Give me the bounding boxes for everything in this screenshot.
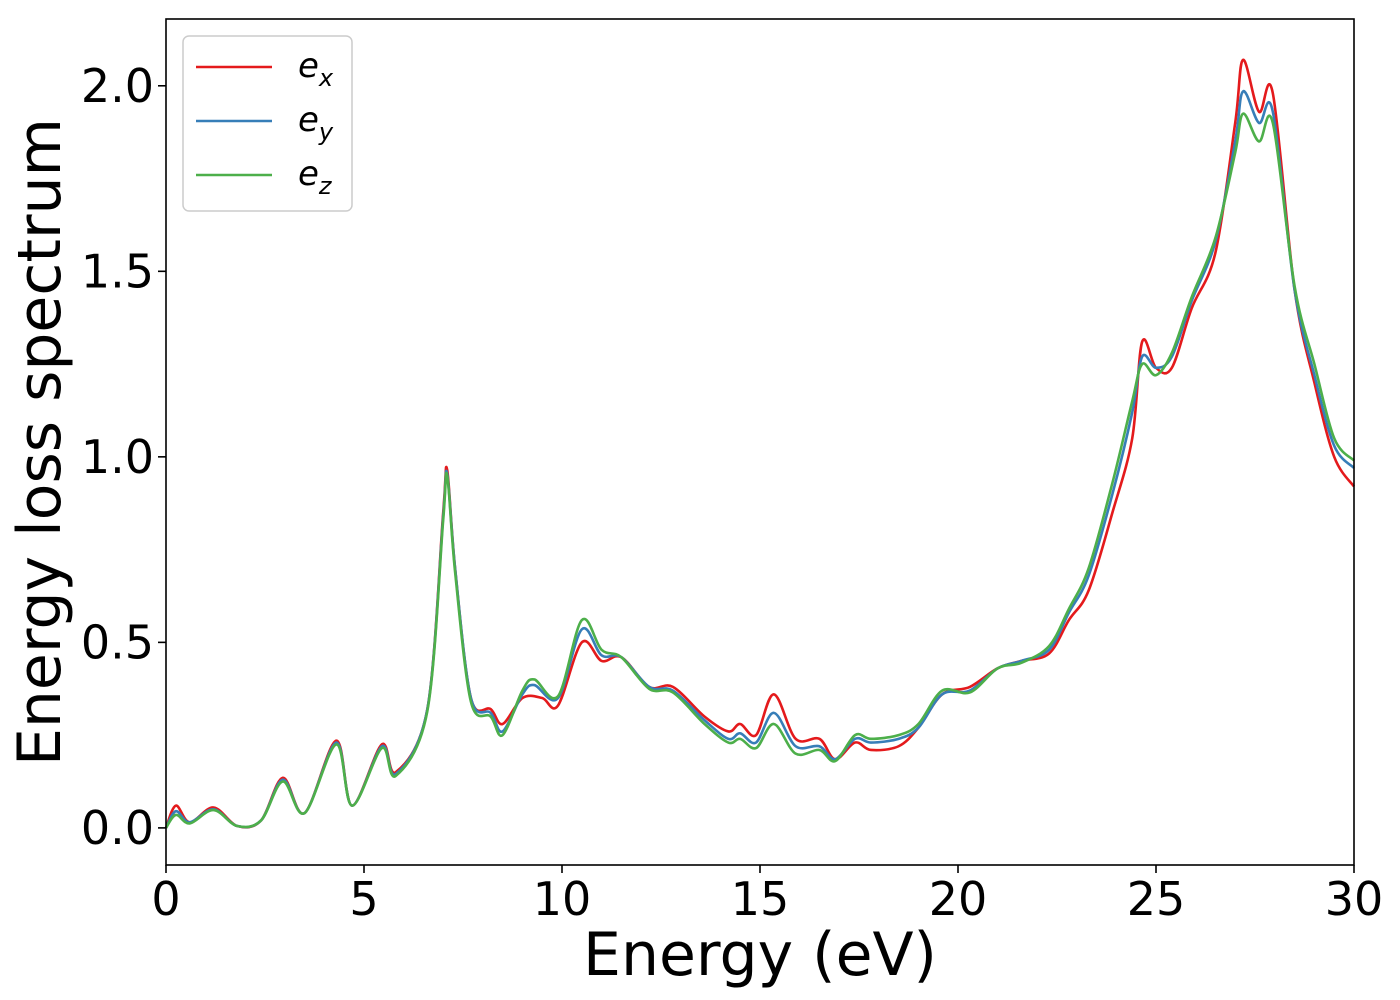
legend-subscript: z <box>318 172 333 200</box>
y-axis-ticks: 0.0 0.5 1.0 1.5 2.0 <box>81 59 166 855</box>
x-tick-label: 0 <box>151 872 180 926</box>
legend-subscript: y <box>318 118 334 146</box>
y-tick-label: 2.0 <box>81 59 154 113</box>
x-tick-label: 5 <box>349 872 378 926</box>
x-tick-label: 25 <box>1127 872 1186 926</box>
x-axis-label: Energy (eV) <box>583 920 937 990</box>
legend-label-ex: ex <box>298 46 334 92</box>
x-tick-label: 15 <box>731 872 790 926</box>
x-tick-label: 10 <box>533 872 592 926</box>
x-tick-label: 30 <box>1325 872 1384 926</box>
legend-box <box>182 35 353 212</box>
y-tick-label: 1.5 <box>81 244 154 298</box>
x-axis-ticks: 0 5 10 15 20 25 30 <box>151 865 1383 926</box>
series-layer <box>164 58 1356 829</box>
y-tick-label: 1.0 <box>81 430 154 484</box>
y-tick-label: 0.5 <box>81 615 154 669</box>
x-tick-label: 20 <box>929 872 988 926</box>
legend-label-ey: ey <box>298 100 334 146</box>
y-axis-label: Energy loss spectrum <box>5 118 75 766</box>
series-line-ez <box>164 112 1355 829</box>
legend-subscript: x <box>318 64 334 92</box>
y-tick-label: 0.0 <box>81 801 154 855</box>
series-line-ex <box>164 58 1356 829</box>
